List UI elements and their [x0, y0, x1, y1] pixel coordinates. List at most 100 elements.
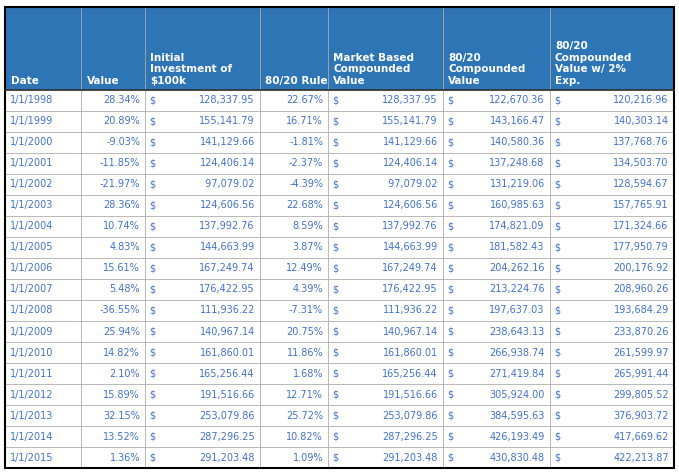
Text: -2.37%: -2.37% [289, 158, 323, 169]
Bar [145, 153, 259, 174]
Text: 25.72%: 25.72% [286, 411, 323, 421]
Text: 80/20
Compounded
Value: 80/20 Compounded Value [448, 53, 526, 86]
Text: 128,337.95: 128,337.95 [382, 95, 438, 105]
Text: 197,637.03: 197,637.03 [490, 305, 545, 315]
Bar [81, 279, 145, 300]
Text: $: $ [149, 389, 155, 400]
Text: 287,296.25: 287,296.25 [199, 432, 255, 442]
Text: $: $ [333, 95, 339, 105]
Text: $: $ [447, 347, 454, 358]
Text: $: $ [333, 453, 339, 463]
Text: $: $ [554, 285, 560, 295]
Text: $: $ [447, 305, 454, 315]
Text: 430,830.48: 430,830.48 [490, 453, 545, 463]
Bar [328, 258, 443, 279]
Bar [81, 90, 145, 111]
Text: 1/1/2009: 1/1/2009 [10, 327, 54, 337]
Bar [549, 216, 674, 237]
Bar [5, 153, 81, 174]
Text: 384,595.63: 384,595.63 [490, 411, 545, 421]
Text: 137,992.76: 137,992.76 [382, 221, 438, 231]
Bar [81, 237, 145, 258]
Bar [259, 279, 328, 300]
Bar [81, 447, 145, 468]
Text: 1/1/2005: 1/1/2005 [10, 243, 54, 253]
Text: -4.39%: -4.39% [289, 179, 323, 189]
Text: $: $ [447, 137, 454, 147]
Bar [549, 405, 674, 426]
Text: $: $ [149, 327, 155, 337]
Bar [549, 300, 674, 321]
Text: $: $ [554, 158, 560, 169]
Text: 137,992.76: 137,992.76 [200, 221, 255, 231]
Text: 1/1/2008: 1/1/2008 [10, 305, 54, 315]
Bar [549, 426, 674, 447]
Bar [328, 90, 443, 111]
Text: 1/1/2002: 1/1/2002 [10, 179, 54, 189]
Text: 1/1/2013: 1/1/2013 [10, 411, 54, 421]
Text: $: $ [554, 137, 560, 147]
Bar [5, 279, 81, 300]
Text: 131,219.06: 131,219.06 [490, 179, 545, 189]
Bar [549, 111, 674, 132]
Bar [328, 237, 443, 258]
Text: 1/1/2006: 1/1/2006 [10, 263, 54, 273]
Bar [328, 216, 443, 237]
Text: 140,303.14: 140,303.14 [614, 116, 669, 126]
Text: 167,249.74: 167,249.74 [382, 263, 438, 273]
Text: $: $ [333, 347, 339, 358]
Bar [5, 405, 81, 426]
Text: 165,256.44: 165,256.44 [200, 369, 255, 379]
Bar [328, 384, 443, 405]
Bar [443, 195, 549, 216]
Text: 233,870.26: 233,870.26 [613, 327, 669, 337]
Bar [549, 447, 674, 468]
Text: $: $ [149, 137, 155, 147]
Bar [259, 321, 328, 342]
Text: 137,768.76: 137,768.76 [613, 137, 669, 147]
Bar [259, 300, 328, 321]
Bar [259, 195, 328, 216]
Text: 16.71%: 16.71% [287, 116, 323, 126]
Text: $: $ [149, 369, 155, 379]
Bar [328, 153, 443, 174]
Text: 80/20
Compounded
Value w/ 2%
Exp.: 80/20 Compounded Value w/ 2% Exp. [555, 41, 632, 86]
Bar [328, 405, 443, 426]
Text: $: $ [447, 432, 454, 442]
Bar [145, 321, 259, 342]
Text: $: $ [554, 432, 560, 442]
Bar [328, 132, 443, 153]
Bar [5, 216, 81, 237]
Text: $: $ [149, 411, 155, 421]
Text: 124,406.14: 124,406.14 [200, 158, 255, 169]
Text: 134,503.70: 134,503.70 [613, 158, 669, 169]
Text: 122,670.36: 122,670.36 [490, 95, 545, 105]
Text: 1/1/2007: 1/1/2007 [10, 285, 54, 295]
Text: 291,203.48: 291,203.48 [382, 453, 438, 463]
Bar [328, 447, 443, 468]
Text: 10.74%: 10.74% [103, 221, 140, 231]
Bar [259, 426, 328, 447]
Bar [5, 342, 81, 363]
Text: 238,643.13: 238,643.13 [490, 327, 545, 337]
Text: 11.86%: 11.86% [287, 347, 323, 358]
Bar [549, 363, 674, 384]
Text: 181,582.43: 181,582.43 [490, 243, 545, 253]
Bar [443, 237, 549, 258]
Text: 1/1/2001: 1/1/2001 [10, 158, 54, 169]
Text: $: $ [447, 179, 454, 189]
Text: $: $ [333, 411, 339, 421]
Bar [443, 216, 549, 237]
Text: $: $ [447, 263, 454, 273]
Text: 208,960.26: 208,960.26 [613, 285, 669, 295]
Text: $: $ [447, 200, 454, 211]
Text: $: $ [554, 243, 560, 253]
Text: 426,193.49: 426,193.49 [490, 432, 545, 442]
Text: -7.31%: -7.31% [289, 305, 323, 315]
Bar [81, 7, 145, 90]
Text: $: $ [554, 179, 560, 189]
Bar [443, 153, 549, 174]
Text: 124,606.56: 124,606.56 [382, 200, 438, 211]
Text: 140,967.14: 140,967.14 [382, 327, 438, 337]
Bar [81, 405, 145, 426]
